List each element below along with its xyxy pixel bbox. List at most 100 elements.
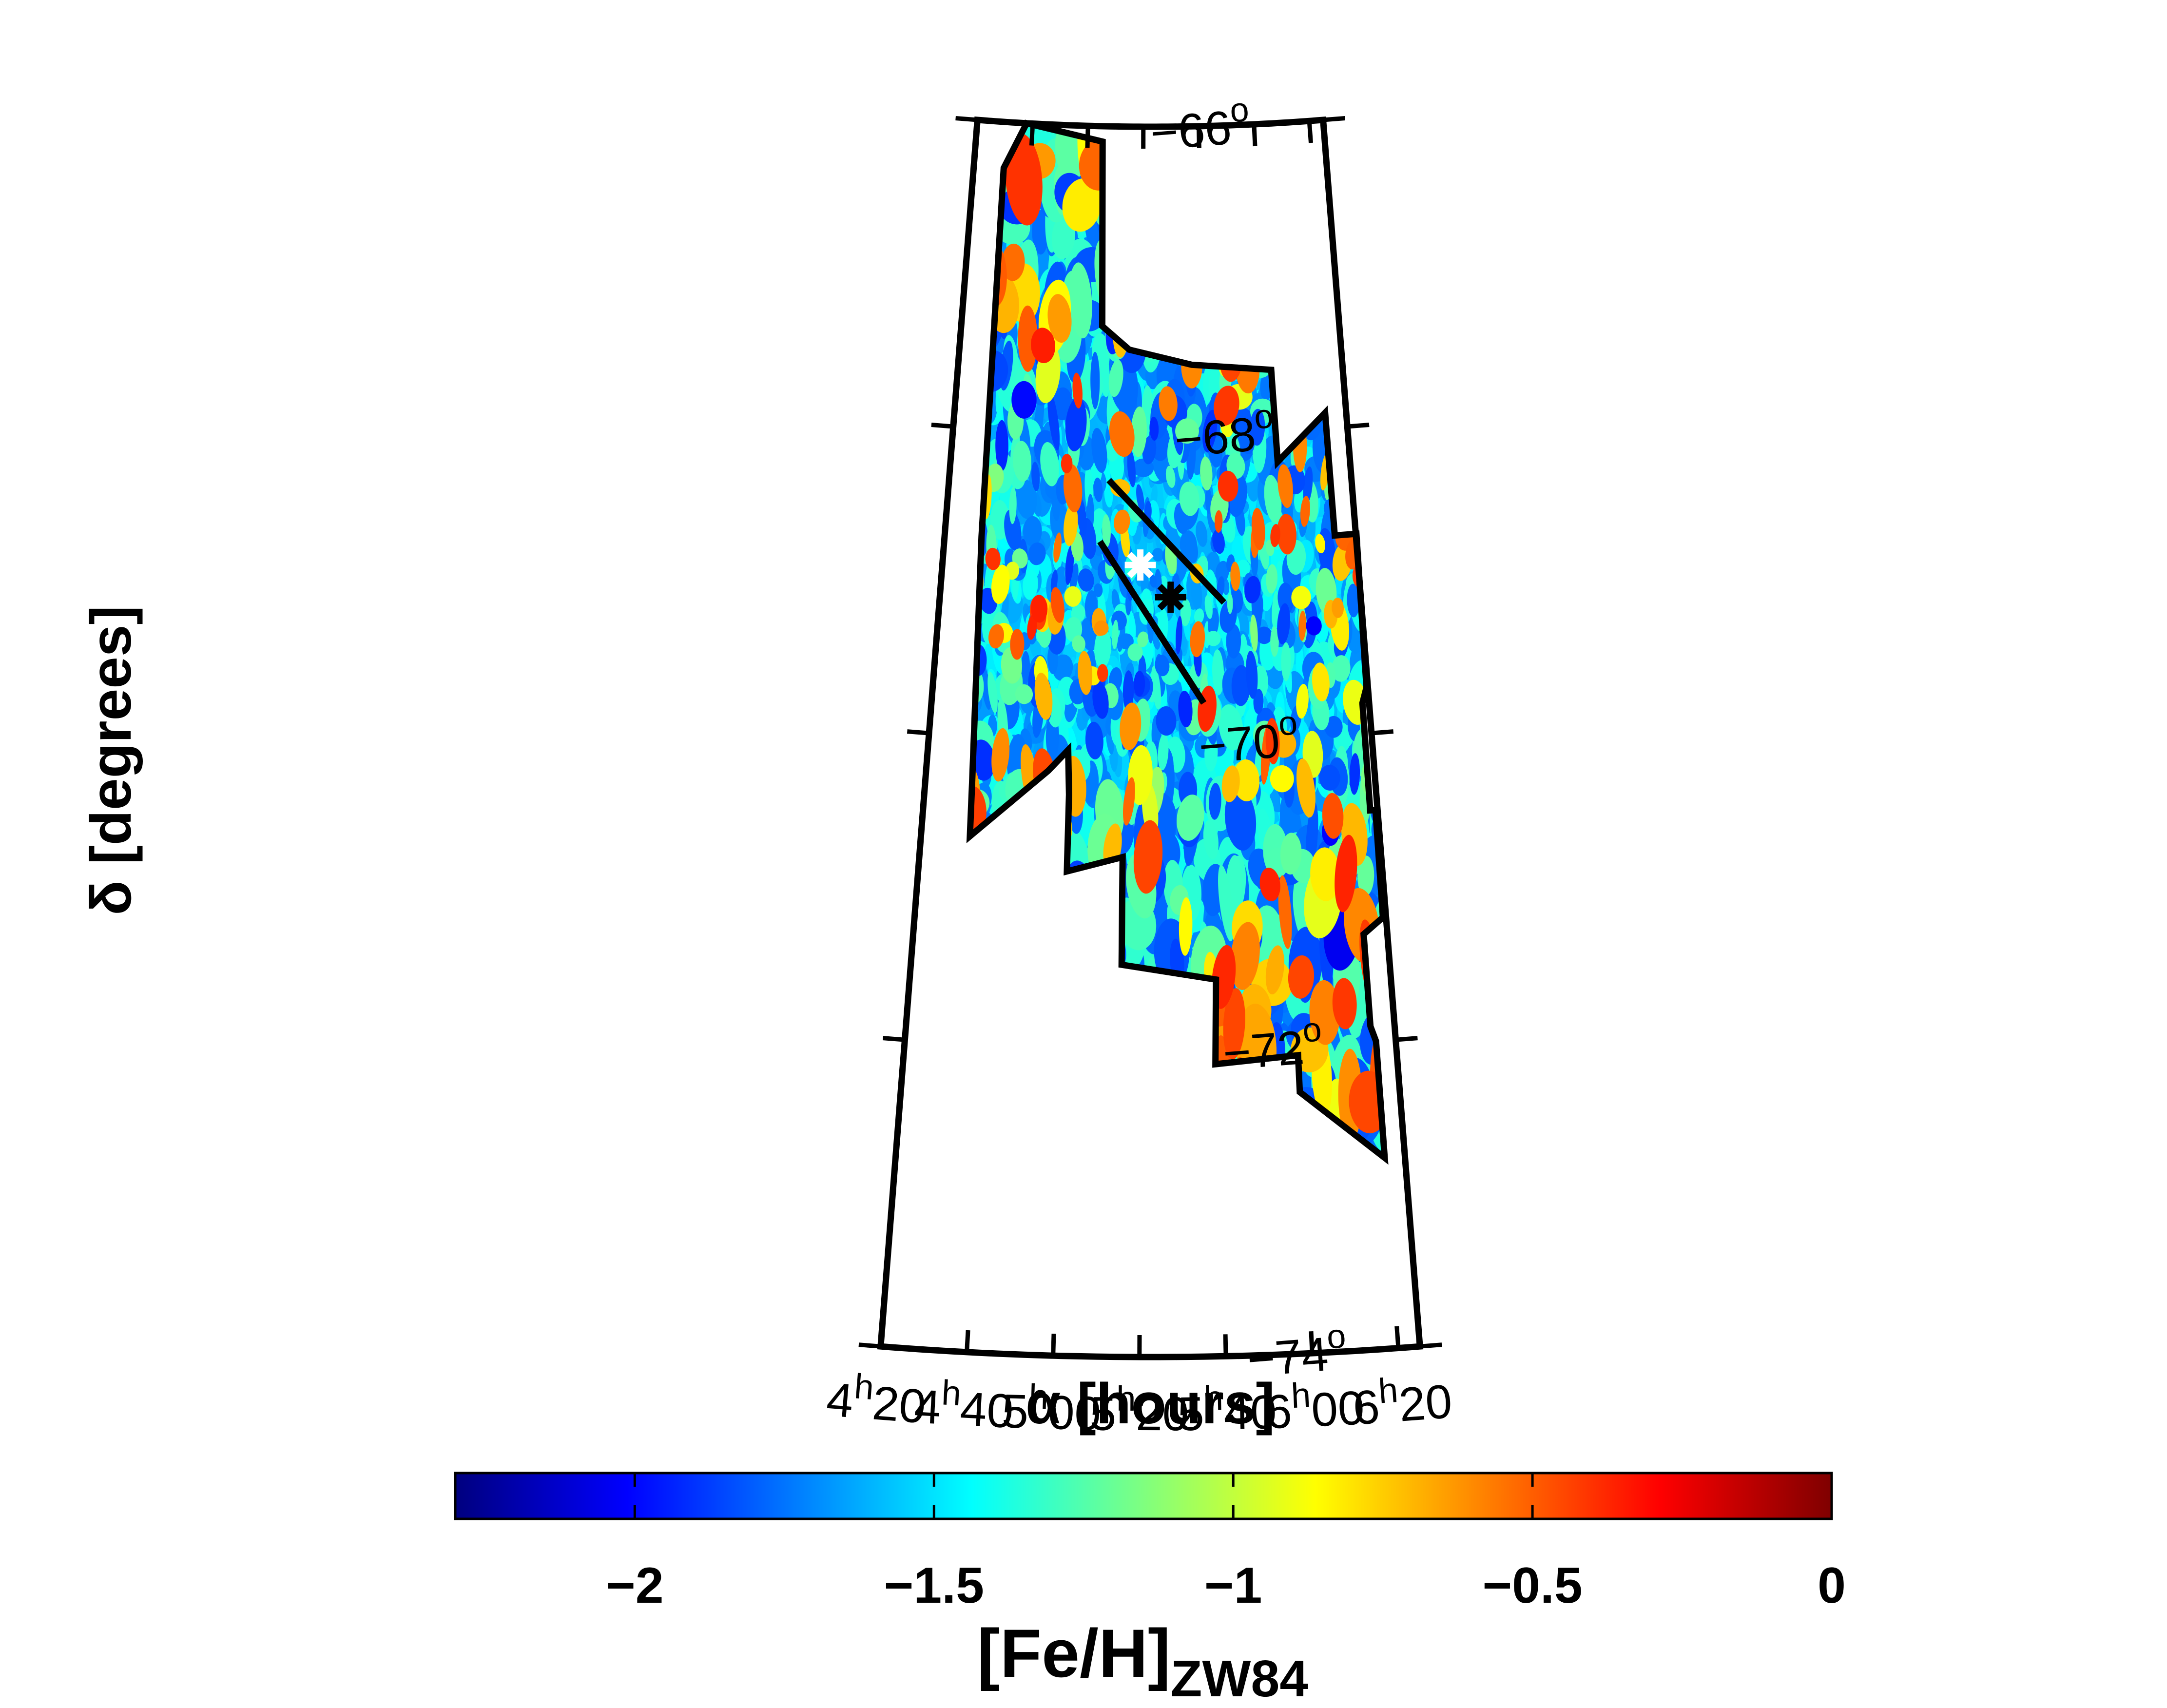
map-texture-cell <box>1167 267 1188 328</box>
map-texture-cell <box>1213 1108 1242 1158</box>
map-texture-cell <box>1034 1069 1055 1122</box>
map-texture-cell <box>969 325 992 359</box>
map-texture-cell <box>1251 161 1279 210</box>
map-texture-cell <box>1335 123 1354 174</box>
map-texture-cell <box>1015 951 1045 1003</box>
map-texture-cell <box>1143 226 1167 279</box>
map-texture-cell <box>1363 246 1384 302</box>
map-texture-cell <box>1360 147 1383 241</box>
map-texture-cell <box>1176 300 1205 349</box>
map-texture-cell <box>1142 1064 1162 1133</box>
map-texture-cell <box>1101 1052 1130 1136</box>
map-texture-cell <box>1078 917 1117 992</box>
map-texture-cell <box>1088 861 1119 925</box>
map-texture-cell <box>1369 540 1385 570</box>
map-texture-cell <box>1308 183 1327 252</box>
map-texture-cell <box>1294 301 1312 358</box>
map-texture-cell <box>1180 158 1216 209</box>
map-texture-cell <box>1210 1131 1244 1158</box>
map-texture-cell <box>1287 123 1326 196</box>
map-texture-cell <box>1158 1069 1172 1110</box>
map-texture-cell <box>1270 223 1306 267</box>
map-texture-cell <box>1034 1036 1063 1103</box>
map-texture-cell <box>1291 313 1324 369</box>
map-texture-cell <box>1286 388 1313 415</box>
map-texture-cell <box>1302 1116 1336 1158</box>
map-texture-cell <box>969 1060 992 1149</box>
map-texture-cell <box>1207 223 1223 291</box>
map-texture-cell <box>1081 930 1101 966</box>
map-texture-cell <box>1170 1082 1212 1124</box>
map-texture-cell <box>1086 907 1111 977</box>
map-texture-cell <box>1124 1104 1155 1158</box>
map-texture-cell <box>1035 900 1055 980</box>
map-texture-cell <box>1112 206 1145 257</box>
map-texture-cell <box>1029 1034 1049 1080</box>
map-texture-cell <box>1260 211 1291 272</box>
map-texture-cell <box>1049 855 1064 902</box>
map-texture-cell <box>1191 1064 1207 1122</box>
map-texture-cell <box>1064 886 1100 932</box>
map-texture-cell <box>1073 925 1110 1007</box>
map-texture-cell <box>1111 237 1127 283</box>
map-texture-cell <box>1234 209 1251 294</box>
map-texture-cell <box>989 1009 1027 1071</box>
map-texture-cell <box>1006 954 1040 1011</box>
map-texture-cell <box>1280 1115 1318 1158</box>
map-texture-cell <box>1072 930 1101 1010</box>
map-texture-cell <box>1141 213 1176 246</box>
map-texture-cell <box>1046 854 1065 912</box>
map-texture-cell <box>1136 250 1160 327</box>
map-texture-cell <box>1266 1076 1292 1154</box>
map-texture-cell <box>1352 198 1385 255</box>
map-texture-cell <box>1297 252 1334 288</box>
map-texture-cell <box>1194 1084 1216 1140</box>
map-texture-cell <box>1004 1044 1036 1099</box>
map-texture-cell <box>1326 361 1340 408</box>
map-texture-cell <box>1072 869 1109 952</box>
map-texture-cell <box>1242 264 1255 308</box>
map-texture-cell <box>969 1120 1002 1157</box>
map-texture-cell <box>1316 154 1348 189</box>
map-texture-cell <box>994 1131 1023 1158</box>
map-texture-cell <box>980 1131 1006 1158</box>
map-texture-cell <box>1304 358 1321 393</box>
map-texture-cell <box>1110 140 1137 214</box>
map-texture-cell <box>1339 214 1354 285</box>
map-texture-cell <box>1006 956 1029 992</box>
map-texture-cell <box>1025 947 1064 1040</box>
map-texture-cell <box>1073 1003 1097 1061</box>
map-texture-cell <box>996 817 1021 851</box>
map-texture-cell <box>1127 1073 1154 1137</box>
map-texture-cell <box>1237 233 1271 292</box>
map-texture-cell <box>1352 336 1369 370</box>
map-texture-cell <box>1332 123 1362 155</box>
map-texture-cell <box>1106 208 1134 253</box>
map-texture-cell <box>1192 1128 1233 1158</box>
map-texture-cell <box>1267 1091 1286 1144</box>
map-texture-cell <box>1198 271 1218 302</box>
map-texture-cell <box>969 123 984 161</box>
map-texture-cell <box>1264 288 1297 355</box>
map-texture-cell <box>982 1103 1018 1158</box>
map-texture-cell <box>1072 948 1094 993</box>
map-texture-cell <box>1142 1049 1158 1088</box>
map-texture-cell <box>1189 1074 1229 1142</box>
map-texture-cell <box>1026 1109 1059 1158</box>
map-texture-cell <box>1042 1051 1083 1101</box>
map-texture-cell <box>1274 284 1301 318</box>
map-texture-cell <box>1340 123 1382 187</box>
map-texture-cell <box>1363 353 1385 398</box>
map-texture-cell <box>1110 1031 1150 1071</box>
map-texture-cell <box>1369 423 1383 454</box>
map-texture-cell <box>1170 1066 1186 1147</box>
map-texture-cell <box>1038 871 1064 901</box>
map-texture-cell <box>1067 927 1086 1011</box>
map-texture-cell <box>1244 220 1273 279</box>
map-texture-cell <box>969 1019 996 1108</box>
map-texture-cell <box>1338 222 1354 263</box>
map-texture-cell <box>1013 822 1028 898</box>
map-texture-cell <box>1300 352 1326 410</box>
map-texture-cell <box>1012 864 1049 928</box>
map-texture-cell <box>1090 984 1103 1023</box>
